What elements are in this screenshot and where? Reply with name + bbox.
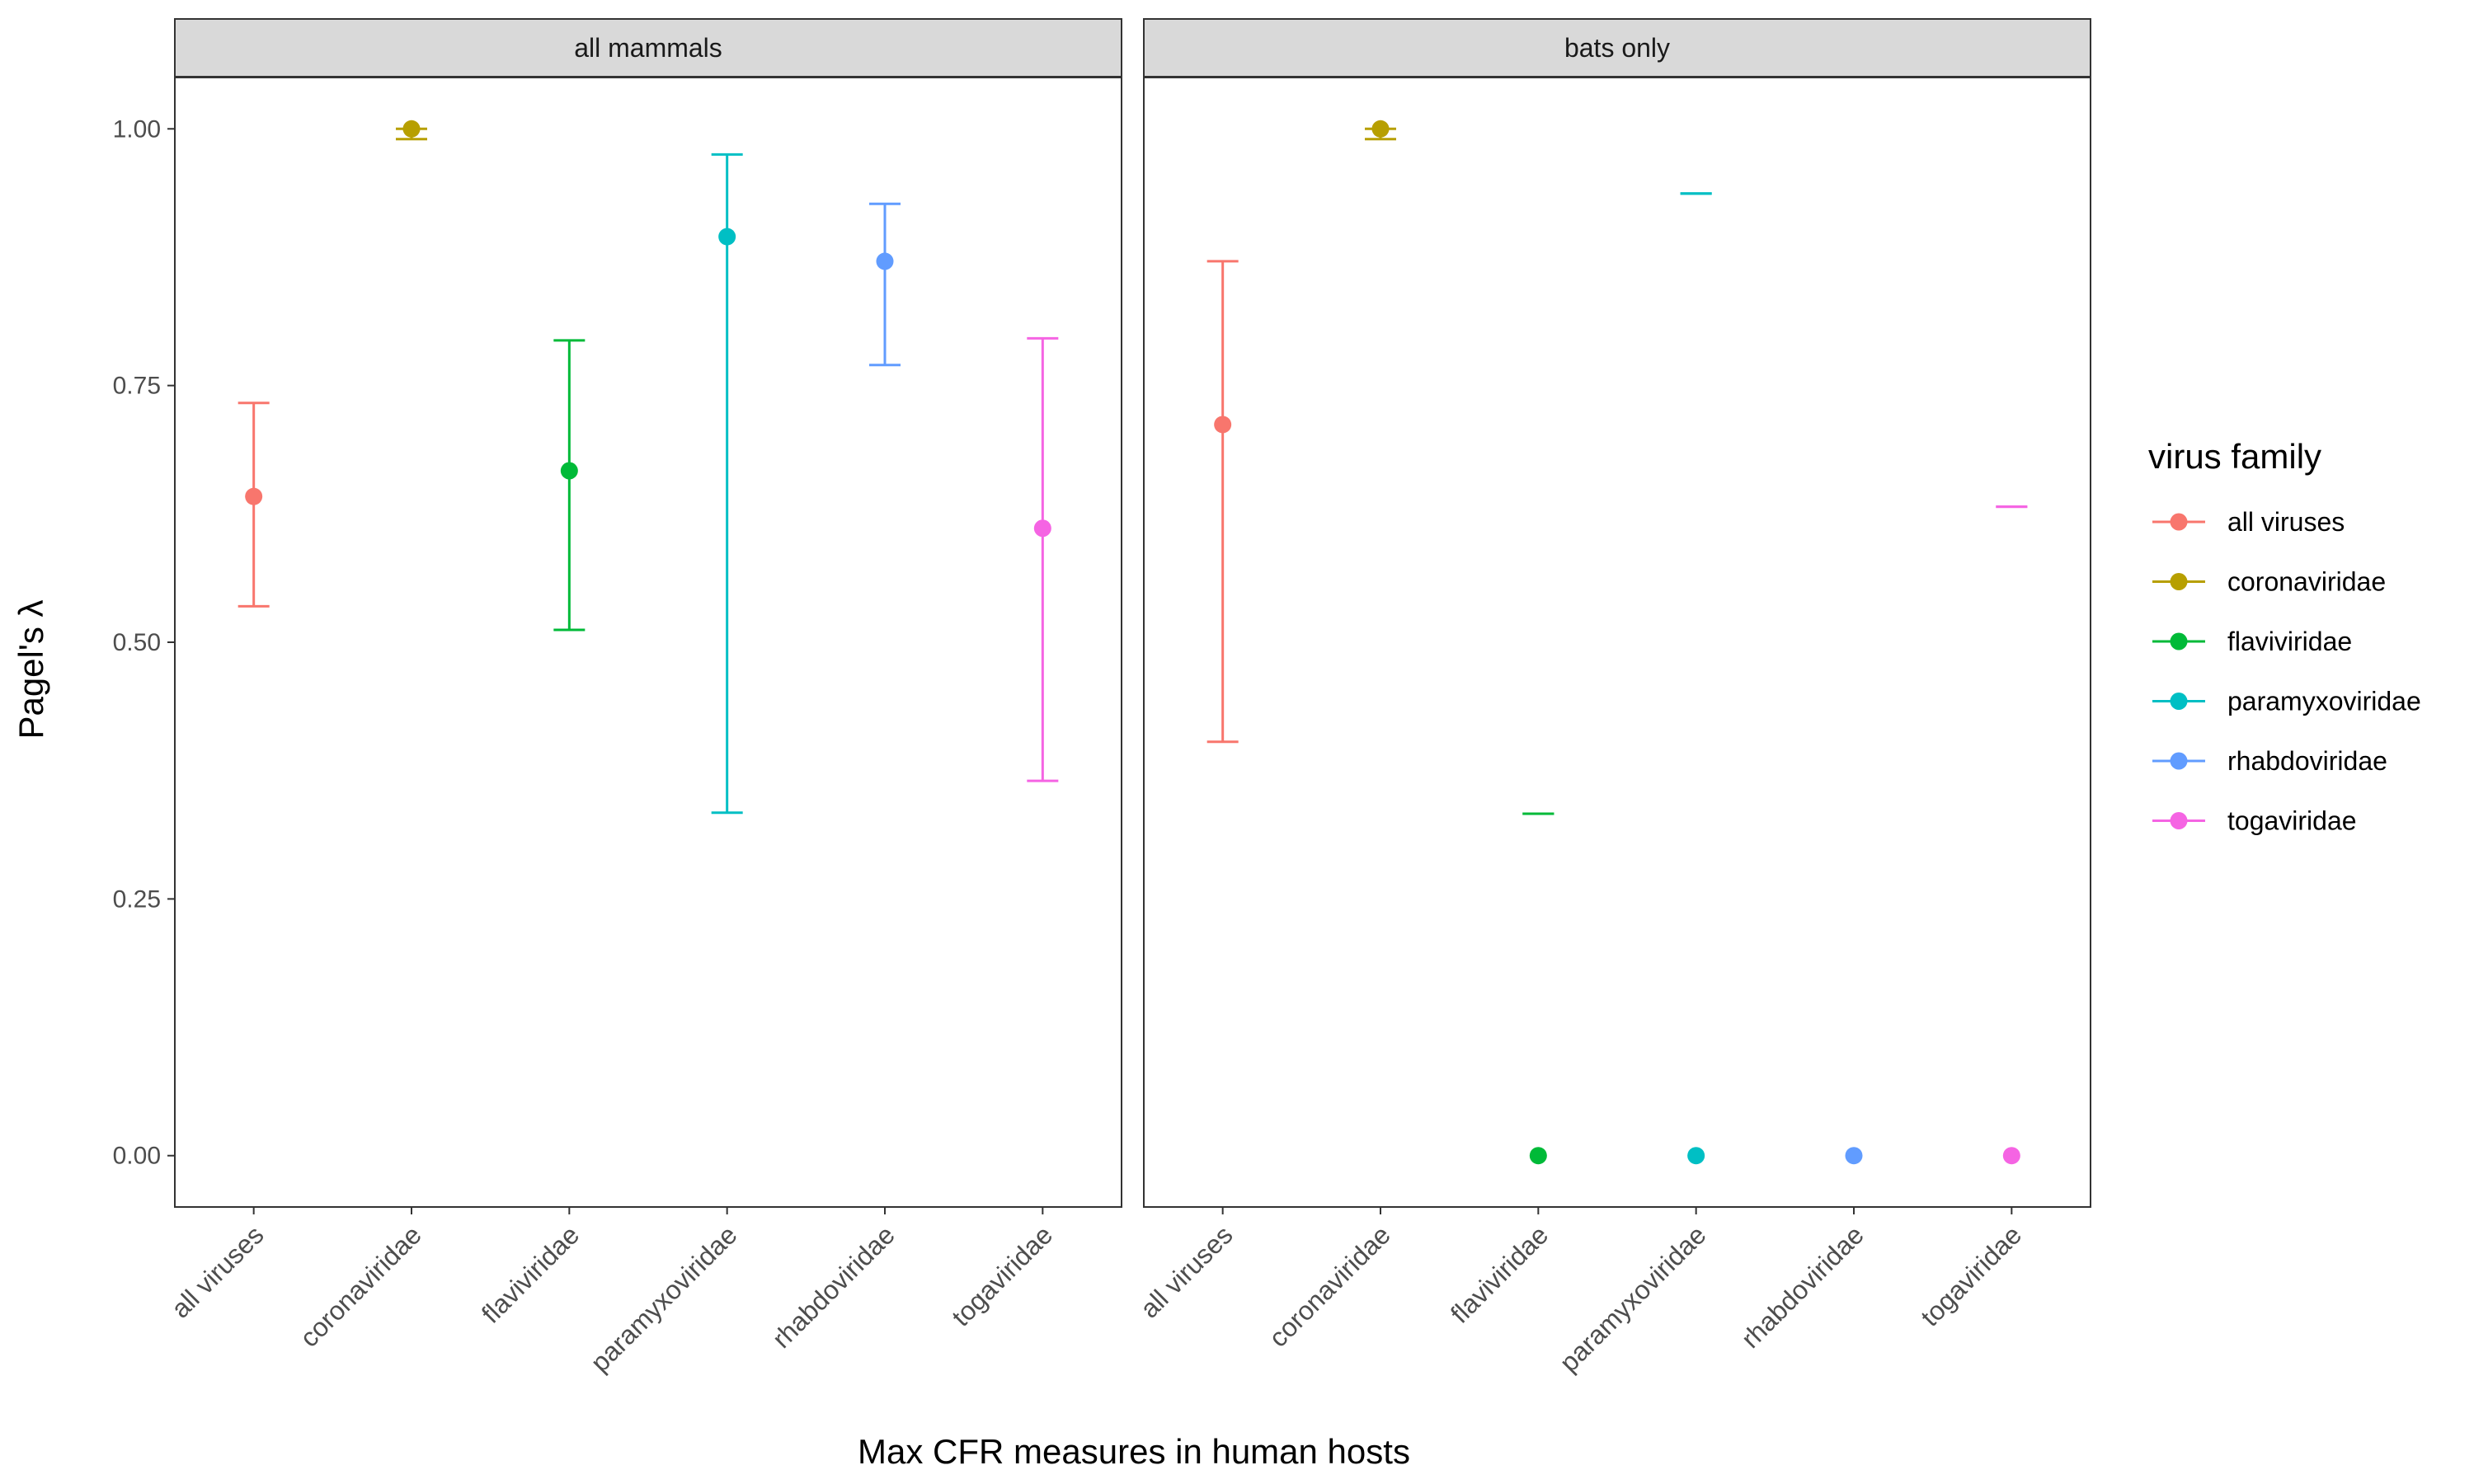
legend-item-rhabdoviridae: rhabdoviridae: [2152, 746, 2387, 776]
legend-item-togaviridae: togaviridae: [2152, 806, 2357, 836]
point-rhabdoviridae: [876, 252, 894, 270]
legend-label: flaviviridae: [2227, 627, 2352, 656]
y-axis: 0.00 0.25 0.50 0.75 1.00: [113, 115, 175, 1170]
point-all-viruses: [1214, 416, 1232, 434]
facet-strip: [174, 18, 1122, 77]
point-paramyxoviridae: [1687, 1147, 1705, 1165]
facet-panel-border: [1143, 77, 2091, 1208]
facet-strip-label: all mammals: [574, 33, 722, 63]
point-coronaviridae: [402, 120, 421, 138]
legend-label: rhabdoviridae: [2227, 746, 2387, 776]
point-rhabdoviridae: [1845, 1147, 1863, 1165]
point-paramyxoviridae: [718, 228, 736, 246]
point-flaviviridae: [560, 462, 578, 480]
facet-strip: [1143, 18, 2091, 77]
facet-strip-label: bats only: [1564, 33, 1670, 63]
y-tick-label: 0.00: [113, 1143, 161, 1170]
point-coronaviridae: [1371, 120, 1390, 138]
x-axis-title: Max CFR measures in human hosts: [858, 1432, 1410, 1471]
legend-item-flaviviridae: flaviviridae: [2152, 627, 2352, 656]
legend-item-paramyxoviridae: paramyxoviridae: [2152, 687, 2421, 716]
legend-key-point: [2170, 513, 2188, 531]
legend-key-point: [2170, 573, 2188, 590]
y-axis-title: Pagel's λ: [12, 599, 50, 739]
legend-label: paramyxoviridae: [2227, 687, 2421, 716]
legend-title: virus family: [2148, 437, 2321, 476]
legend-key-point: [2170, 693, 2188, 710]
legend-key-point: [2170, 812, 2188, 829]
point-togaviridae: [2002, 1147, 2020, 1165]
legend: virus family all viruses coronaviridae fla…: [2148, 437, 2421, 836]
legend-label: coronaviridae: [2227, 567, 2386, 597]
point-togaviridae: [1033, 519, 1051, 538]
legend-key-point: [2170, 632, 2188, 650]
legend-label: all viruses: [2227, 507, 2345, 537]
y-tick-label: 1.00: [113, 115, 161, 143]
legend-key-point: [2170, 752, 2188, 770]
y-tick-label: 0.50: [113, 629, 161, 656]
y-tick-label: 0.25: [113, 885, 161, 913]
legend-item-coronaviridae: coronaviridae: [2152, 567, 2386, 597]
legend-item-all-viruses: all viruses: [2152, 507, 2345, 537]
y-tick-label: 0.75: [113, 373, 161, 400]
point-flaviviridae: [1529, 1147, 1547, 1165]
point-all-viruses: [245, 487, 263, 505]
legend-label: togaviridae: [2227, 806, 2357, 836]
